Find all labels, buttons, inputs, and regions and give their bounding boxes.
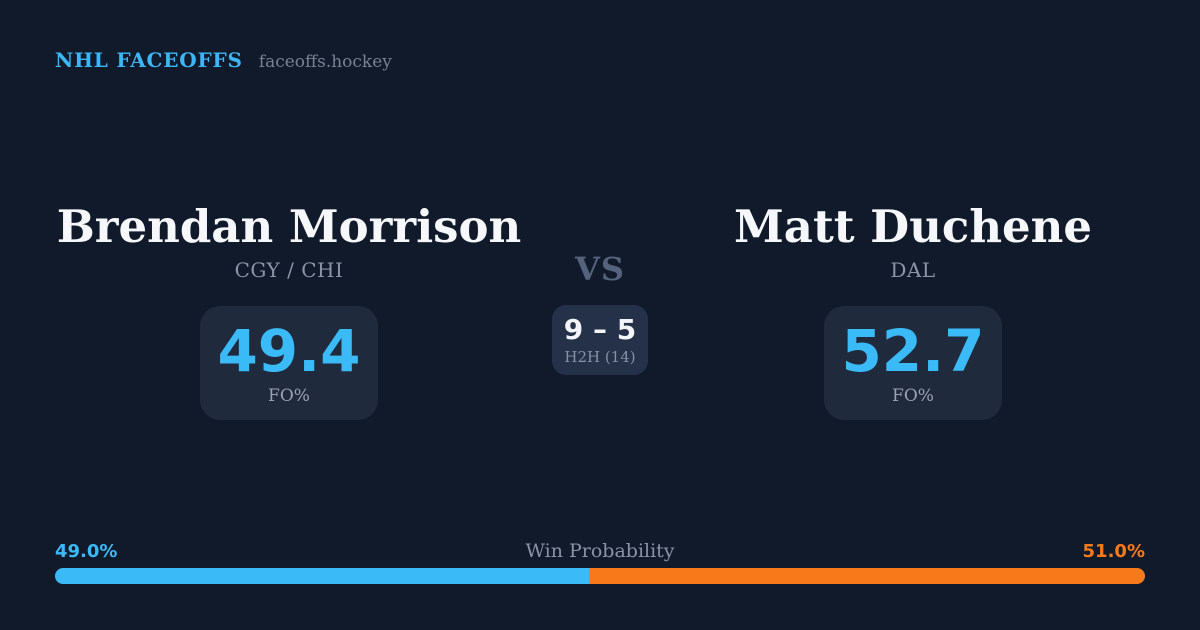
player-left-stat-card: 49.4 FO% <box>200 306 378 420</box>
h2h-label: H2H (14) <box>564 347 636 366</box>
player-right-stat-label: FO% <box>892 385 934 406</box>
player-left-section: Brendan Morrison CGY / CHI 49.4 FO% <box>54 204 524 420</box>
player-left-name: Brendan Morrison <box>56 200 522 253</box>
player-left-stat-value: 49.4 <box>217 316 361 385</box>
win-probability-labels: 49.0% Win Probability 51.0% <box>55 542 1145 561</box>
win-probability-bar-left-segment <box>55 568 590 584</box>
win-probability-title: Win Probability <box>525 540 675 562</box>
h2h-card: 9 – 5 H2H (14) <box>552 305 648 375</box>
header: NHL FACEOFFS faceoffs.hockey <box>55 48 392 72</box>
player-right-name: Matt Duchene <box>733 200 1093 253</box>
player-left-stat-label: FO% <box>268 385 310 406</box>
brand-title: NHL FACEOFFS <box>55 48 243 72</box>
win-probability-bar <box>55 568 1145 584</box>
site-domain: faceoffs.hockey <box>258 52 392 72</box>
player-right-section: Matt Duchene DAL 52.7 FO% <box>678 204 1148 420</box>
win-probability-left-pct: 49.0% <box>55 541 118 562</box>
win-probability-bar-right-segment <box>589 568 1145 584</box>
vs-section: VS 9 – 5 H2H (14) <box>540 253 660 375</box>
vs-label: VS <box>575 250 625 288</box>
h2h-score: 9 – 5 <box>563 312 637 346</box>
win-probability-right-pct: 51.0% <box>1082 541 1145 562</box>
player-right-stat-card: 52.7 FO% <box>824 306 1002 420</box>
player-left-team: CGY / CHI <box>234 258 344 282</box>
player-right-team: DAL <box>890 258 936 282</box>
player-right-stat-value: 52.7 <box>841 316 985 385</box>
